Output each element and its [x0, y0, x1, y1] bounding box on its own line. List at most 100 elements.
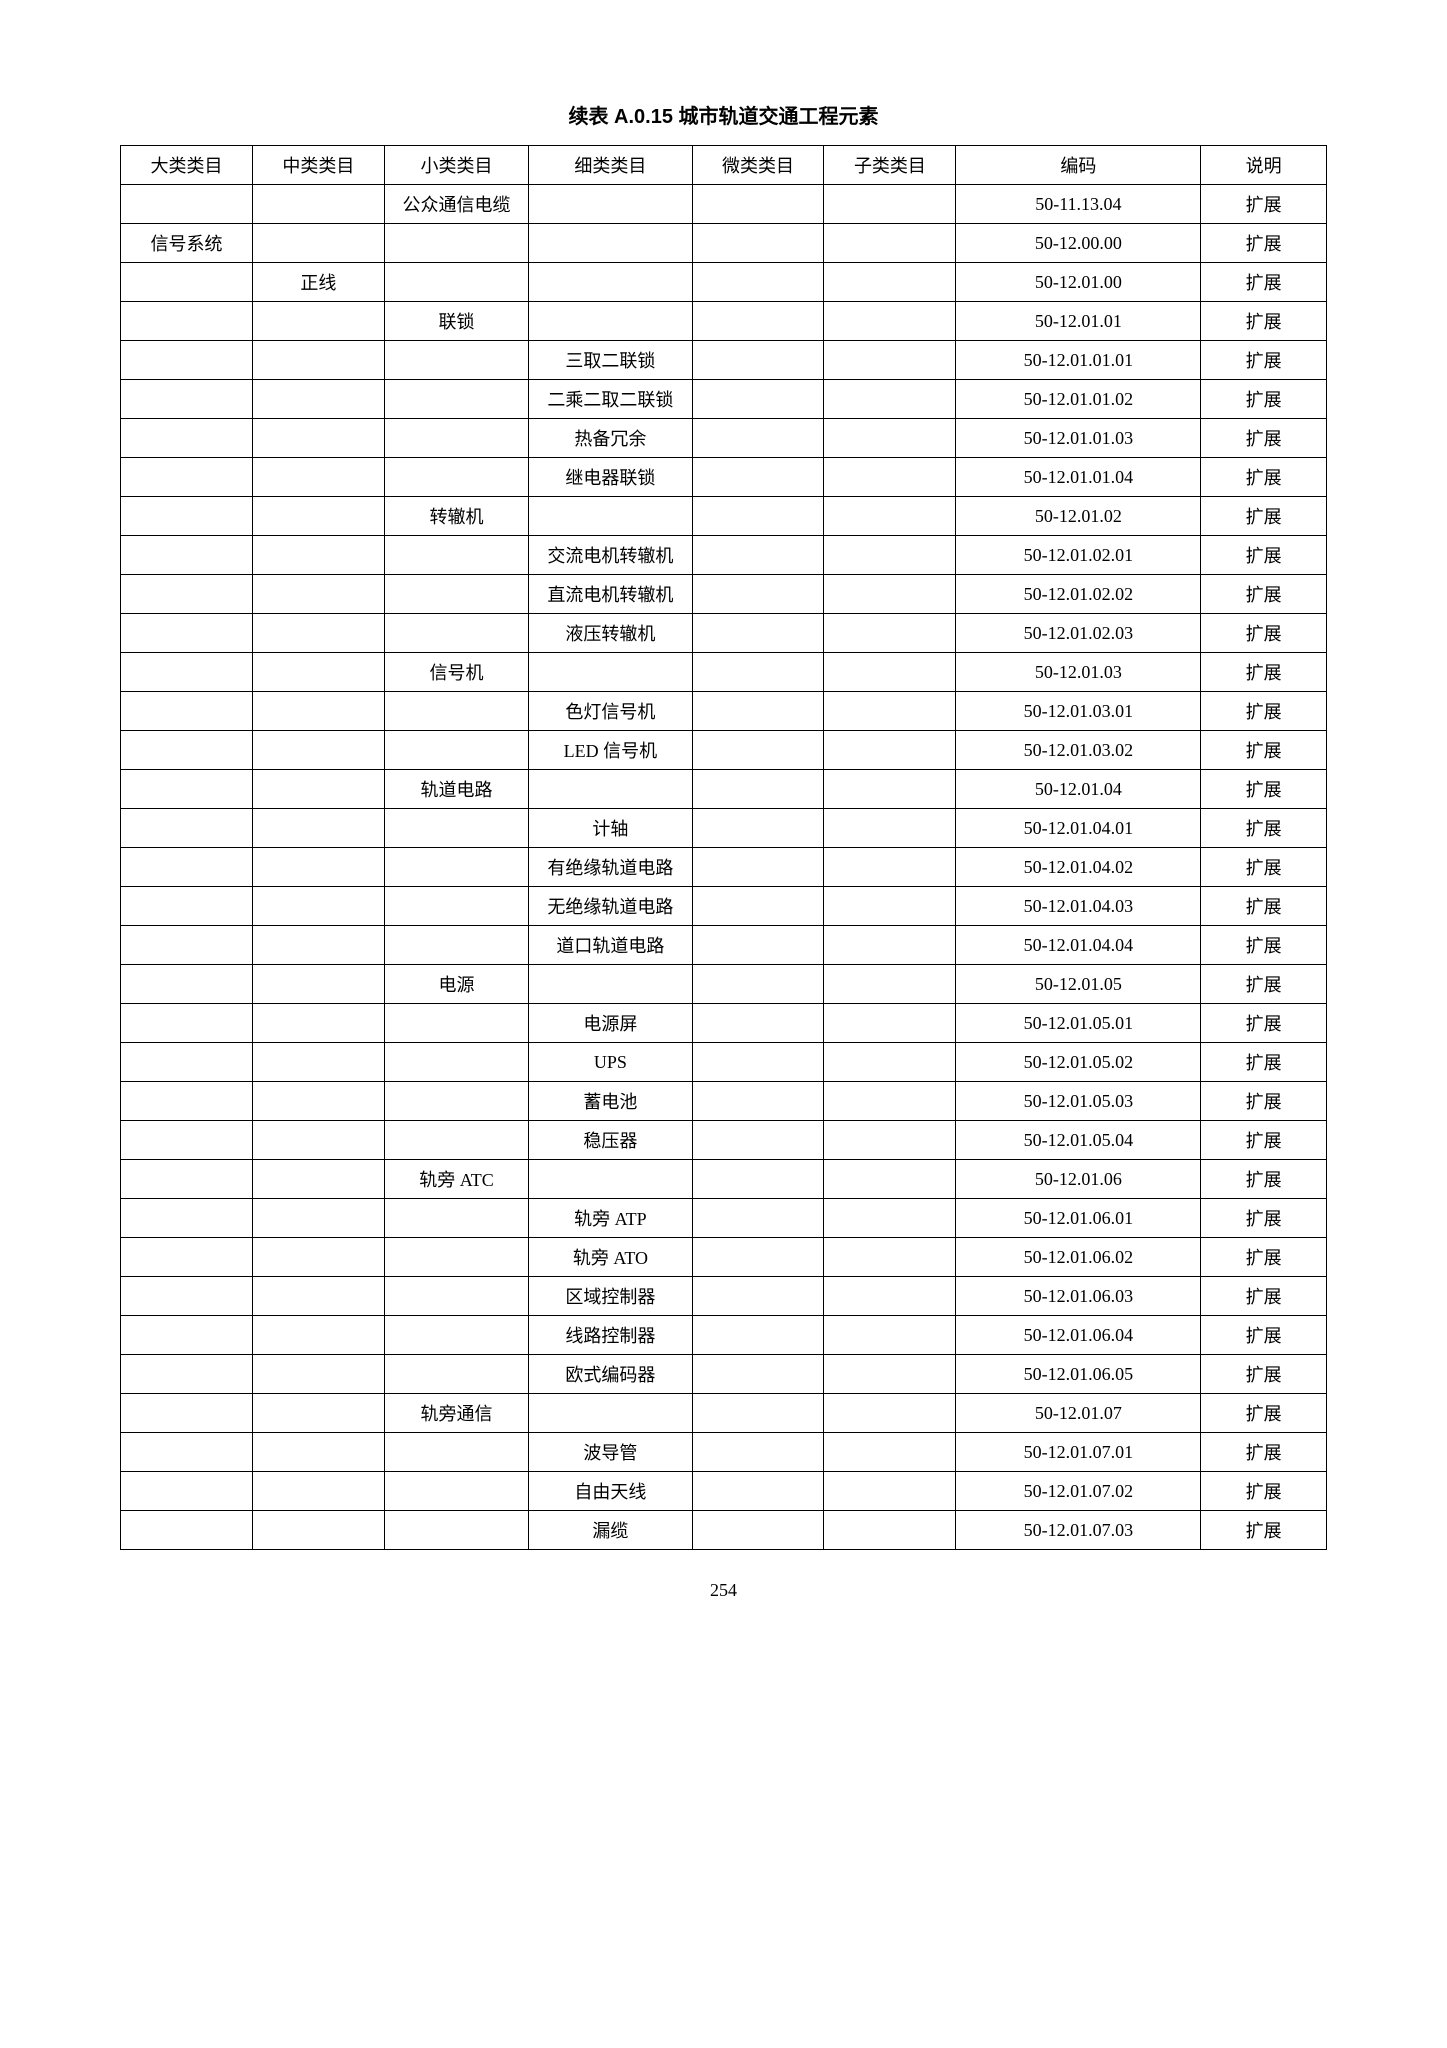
table-cell: 扩展 — [1201, 458, 1327, 497]
table-cell: 扩展 — [1201, 614, 1327, 653]
table-cell — [384, 731, 528, 770]
table-cell — [824, 887, 956, 926]
table-cell — [384, 224, 528, 263]
table-cell — [529, 770, 692, 809]
table-cell — [824, 1043, 956, 1082]
table-cell: 扩展 — [1201, 692, 1327, 731]
table-cell — [529, 1394, 692, 1433]
table-row: 正线50-12.01.00扩展 — [121, 263, 1327, 302]
table-cell — [384, 614, 528, 653]
header-col2: 中类类目 — [252, 146, 384, 185]
table-cell: 50-12.01.06.01 — [956, 1199, 1201, 1238]
table-cell: 50-12.01.04.02 — [956, 848, 1201, 887]
table-cell: 自由天线 — [529, 1472, 692, 1511]
table-cell: 50-12.01.02 — [956, 497, 1201, 536]
table-cell — [121, 536, 253, 575]
table-row: 液压转辙机50-12.01.02.03扩展 — [121, 614, 1327, 653]
table-cell: 扩展 — [1201, 848, 1327, 887]
table-cell: 50-12.01.06.02 — [956, 1238, 1201, 1277]
table-row: 轨道电路50-12.01.04扩展 — [121, 770, 1327, 809]
table-cell: 50-12.01.01 — [956, 302, 1201, 341]
table-cell — [824, 1472, 956, 1511]
table-cell — [121, 380, 253, 419]
table-cell — [529, 965, 692, 1004]
table-cell — [824, 1394, 956, 1433]
table-cell: 热备冗余 — [529, 419, 692, 458]
table-cell: 50-12.01.03 — [956, 653, 1201, 692]
table-cell — [121, 458, 253, 497]
table-cell: 二乘二取二联锁 — [529, 380, 692, 419]
table-cell: 信号系统 — [121, 224, 253, 263]
table-cell — [252, 1004, 384, 1043]
table-cell — [252, 497, 384, 536]
table-cell: 轨道电路 — [384, 770, 528, 809]
table-cell — [384, 380, 528, 419]
table-cell — [252, 341, 384, 380]
table-row: 稳压器 50-12.01.05.04扩展 — [121, 1121, 1327, 1160]
table-cell — [121, 887, 253, 926]
table-row: 色灯信号机50-12.01.03.01扩展 — [121, 692, 1327, 731]
table-cell: 扩展 — [1201, 1316, 1327, 1355]
table-cell: 50-12.01.07 — [956, 1394, 1201, 1433]
table-cell — [692, 1199, 824, 1238]
table-cell: 50-12.01.03.02 — [956, 731, 1201, 770]
table-cell — [824, 263, 956, 302]
table-cell — [692, 1355, 824, 1394]
table-cell — [692, 770, 824, 809]
table-cell — [121, 692, 253, 731]
table-header-row: 大类类目 中类类目 小类类目 细类类目 微类类目 子类类目 编码 说明 — [121, 146, 1327, 185]
table-cell: 扩展 — [1201, 887, 1327, 926]
table-cell: 扩展 — [1201, 1121, 1327, 1160]
table-row: 二乘二取二联锁50-12.01.01.02扩展 — [121, 380, 1327, 419]
table-cell: 继电器联锁 — [529, 458, 692, 497]
table-cell — [692, 185, 824, 224]
table-cell — [121, 848, 253, 887]
table-cell: 稳压器 — [529, 1121, 692, 1160]
table-cell — [384, 1199, 528, 1238]
table-cell: 无绝缘轨道电路 — [529, 887, 692, 926]
table-cell — [692, 263, 824, 302]
table-cell — [529, 185, 692, 224]
table-cell — [824, 731, 956, 770]
table-cell — [692, 1043, 824, 1082]
table-cell — [121, 1199, 253, 1238]
table-cell — [121, 809, 253, 848]
table-cell — [824, 848, 956, 887]
table-cell: 电源屏 — [529, 1004, 692, 1043]
table-cell — [824, 1433, 956, 1472]
table-cell — [252, 380, 384, 419]
table-cell — [529, 653, 692, 692]
table-cell: 漏缆 — [529, 1511, 692, 1550]
header-col1: 大类类目 — [121, 146, 253, 185]
table-cell: 电源 — [384, 965, 528, 1004]
table-row: 轨旁 ATO50-12.01.06.02扩展 — [121, 1238, 1327, 1277]
table-cell: 50-12.01.06.03 — [956, 1277, 1201, 1316]
table-cell: 50-12.01.04.01 — [956, 809, 1201, 848]
table-cell — [692, 380, 824, 419]
header-col8: 说明 — [1201, 146, 1327, 185]
table-cell — [692, 731, 824, 770]
table-cell — [824, 1160, 956, 1199]
table-cell — [824, 692, 956, 731]
table-cell: 50-12.01.02.01 — [956, 536, 1201, 575]
table-cell: 50-12.01.06.04 — [956, 1316, 1201, 1355]
table-cell: 轨旁 ATO — [529, 1238, 692, 1277]
table-cell: 轨旁 ATC — [384, 1160, 528, 1199]
table-cell — [692, 302, 824, 341]
table-cell: 50-12.01.07.03 — [956, 1511, 1201, 1550]
table-cell: 直流电机转辙机 — [529, 575, 692, 614]
table-cell: 计轴 — [529, 809, 692, 848]
table-cell — [121, 341, 253, 380]
table-cell — [824, 1082, 956, 1121]
table-cell — [121, 1511, 253, 1550]
table-cell — [384, 341, 528, 380]
table-cell — [824, 965, 956, 1004]
table-cell: 联锁 — [384, 302, 528, 341]
table-cell: 50-12.01.05.04 — [956, 1121, 1201, 1160]
header-col4: 细类类目 — [529, 146, 692, 185]
table-cell: LED 信号机 — [529, 731, 692, 770]
table-cell: 扩展 — [1201, 419, 1327, 458]
table-cell — [692, 458, 824, 497]
table-cell: 50-12.01.04.04 — [956, 926, 1201, 965]
table-row: 转辙机50-12.01.02扩展 — [121, 497, 1327, 536]
